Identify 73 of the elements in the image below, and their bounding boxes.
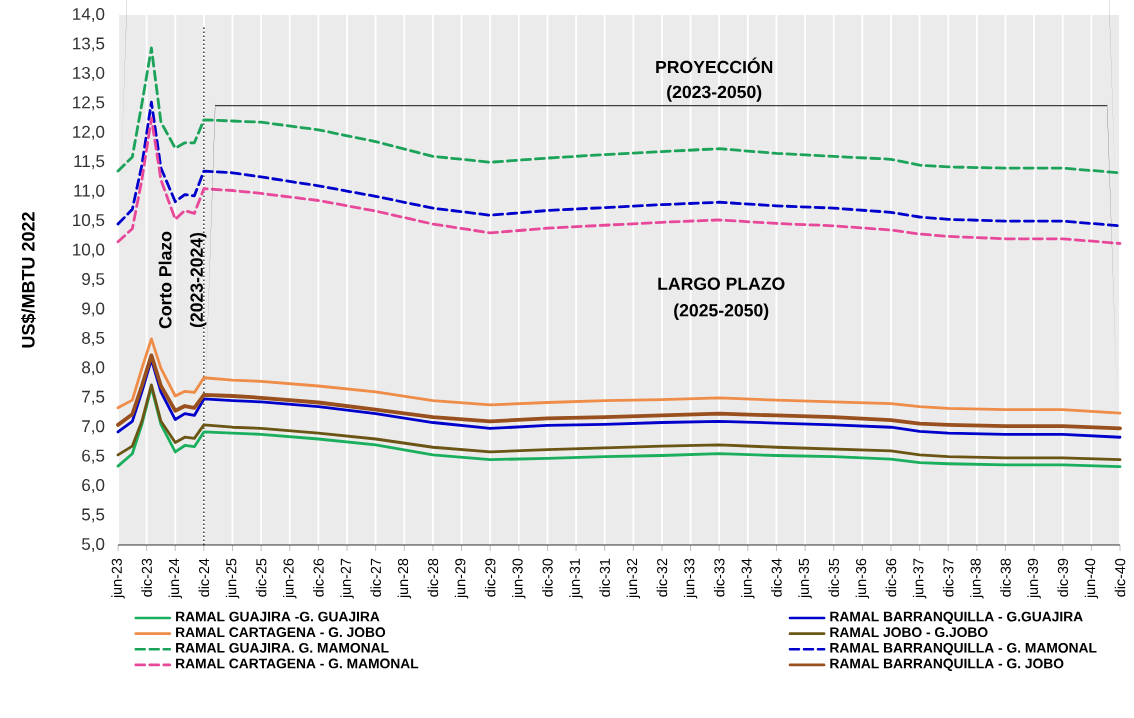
x-tick-label: dic-31 (599, 558, 610, 597)
y-tick-label: 10,5 (73, 214, 105, 229)
x-tick-label: jun-31 (569, 558, 583, 599)
x-tick-label: dic-26 (313, 558, 324, 597)
x-tick-label: jun-37 (912, 558, 927, 599)
x-tick-label: jun-28 (397, 558, 411, 599)
x-tick-label: jun-29 (454, 558, 469, 599)
x-tick-label: dic-23 (141, 558, 152, 597)
annotation: Corto Plazo (158, 231, 172, 329)
x-tick-label: dic-24 (198, 558, 210, 597)
y-tick-label: 11,5 (74, 155, 105, 170)
x-tick-label: dic-38 (1000, 558, 1011, 597)
legend-label: RAMAL GUAJIRA -G. GUAJIRA (176, 611, 380, 622)
y-tick-label: 13,5 (73, 37, 105, 52)
legend-label: RAMAL BARRANQUILLA - G. JOBO (830, 658, 1064, 671)
line-series (116, 100, 1122, 228)
x-tick-label: dic-37 (942, 558, 954, 597)
y-tick-label: 7,5 (82, 390, 105, 405)
legend-label: RAMAL CARTAGENA - G. JOBO (176, 627, 386, 638)
x-tick-label: dic-28 (427, 558, 439, 597)
x-tick-label: dic-30 (542, 558, 553, 597)
x-tick-label: jun-34 (741, 558, 755, 599)
x-tick-label: jun-36 (855, 558, 870, 599)
x-tick-label: jun-38 (970, 558, 984, 599)
x-tick-label: dic-34 (771, 558, 782, 597)
annotation: (2023-2050) (667, 85, 762, 102)
y-tick-label: 14,0 (73, 8, 105, 23)
x-tick-label: dic-25 (255, 558, 267, 597)
x-tick-label: jun-33 (683, 558, 698, 599)
x-tick-label: jun-35 (798, 558, 812, 599)
x-tick-label: dic-36 (885, 558, 897, 597)
legend-label: RAMAL BARRANQUILLA - G. MAMONAL (830, 642, 1097, 656)
x-tick-label: jun-25 (225, 558, 240, 599)
x-tick-label: jun-23 (111, 558, 125, 599)
x-tick-label: dic-35 (828, 558, 839, 597)
y-tick-label: 11,0 (74, 184, 105, 199)
y-tick-label: 9,0 (82, 302, 105, 317)
y-tick-label: 6,5 (82, 449, 105, 464)
x-tick-label: dic-39 (1057, 558, 1069, 597)
x-tick-label: jun-39 (1027, 558, 1041, 599)
y-axis-title: US$/MBTU 2022 (21, 212, 36, 348)
line-series (116, 353, 1122, 431)
y-tick-label: 9,5 (82, 273, 105, 288)
y-tick-label: 6,0 (82, 479, 105, 494)
x-tick-label: jun-26 (283, 558, 297, 599)
x-tick-label: jun-40 (1084, 558, 1099, 599)
legend-label: RAMAL CARTAGENA - G. MAMONAL (176, 658, 419, 669)
x-tick-label: dic-40 (1114, 558, 1126, 597)
y-tick-label: 5,0 (82, 537, 105, 553)
y-tick-label: 10,0 (73, 243, 105, 258)
annotation: LARGO PLAZO (658, 277, 785, 290)
legend-label: RAMAL GUAJIRA. G. MAMONAL (176, 642, 389, 653)
x-tick-label: jun-27 (340, 558, 354, 599)
x-tick-label: jun-24 (168, 558, 182, 599)
y-tick-label: 7,0 (82, 420, 105, 435)
y-tick-label: 12,5 (73, 96, 105, 111)
annotation: (2025-2050) (674, 303, 769, 320)
x-tick-label: dic-33 (713, 558, 725, 597)
x-tick-label: dic-32 (656, 558, 668, 597)
annotation: PROYECCIÓN (656, 57, 773, 74)
y-tick-label: 12,0 (73, 125, 105, 140)
y-tick-label: 8,0 (82, 361, 105, 376)
line-series (116, 337, 1122, 415)
x-tick-label: dic-27 (370, 558, 381, 597)
x-tick-label: dic-29 (484, 558, 496, 597)
x-tick-label: jun-32 (626, 558, 641, 599)
x-tick-label: jun-30 (512, 558, 526, 599)
annotation: (2023-2024) (189, 232, 207, 328)
y-tick-label: 8,5 (82, 331, 105, 346)
y-tick-label: 5,5 (82, 508, 105, 523)
y-tick-label: 13,0 (73, 66, 105, 81)
legend-label: RAMAL JOBO - G.JOBO (830, 627, 988, 638)
legend-label: RAMAL BARRANQUILLA - G.GUAJIRA (830, 611, 1083, 625)
